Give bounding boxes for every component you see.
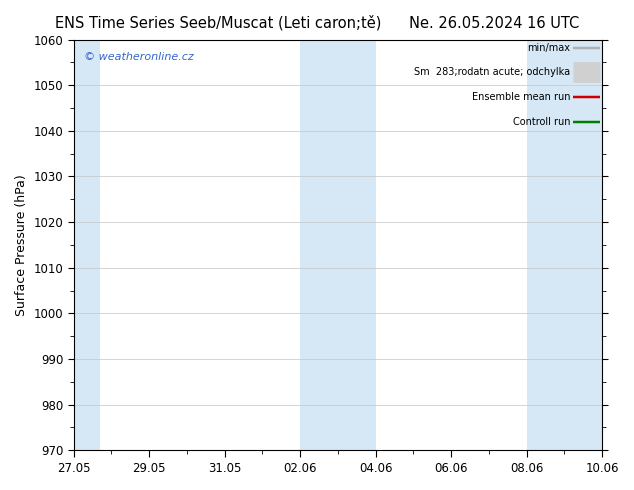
Text: Controll run: Controll run bbox=[513, 117, 571, 127]
Bar bbox=[527, 40, 602, 450]
Text: ENS Time Series Seeb/Muscat (Leti caron;tě)      Ne. 26.05.2024 16 UTC: ENS Time Series Seeb/Muscat (Leti caron;… bbox=[55, 15, 579, 30]
Text: © weatheronline.cz: © weatheronline.cz bbox=[84, 52, 194, 62]
Y-axis label: Surface Pressure (hPa): Surface Pressure (hPa) bbox=[15, 174, 28, 316]
Text: Ensemble mean run: Ensemble mean run bbox=[472, 92, 571, 102]
Bar bbox=[74, 40, 100, 450]
Text: min/max: min/max bbox=[527, 43, 571, 53]
Text: Sm  283;rodatn acute; odchylka: Sm 283;rodatn acute; odchylka bbox=[415, 68, 571, 77]
Bar bbox=[301, 40, 376, 450]
